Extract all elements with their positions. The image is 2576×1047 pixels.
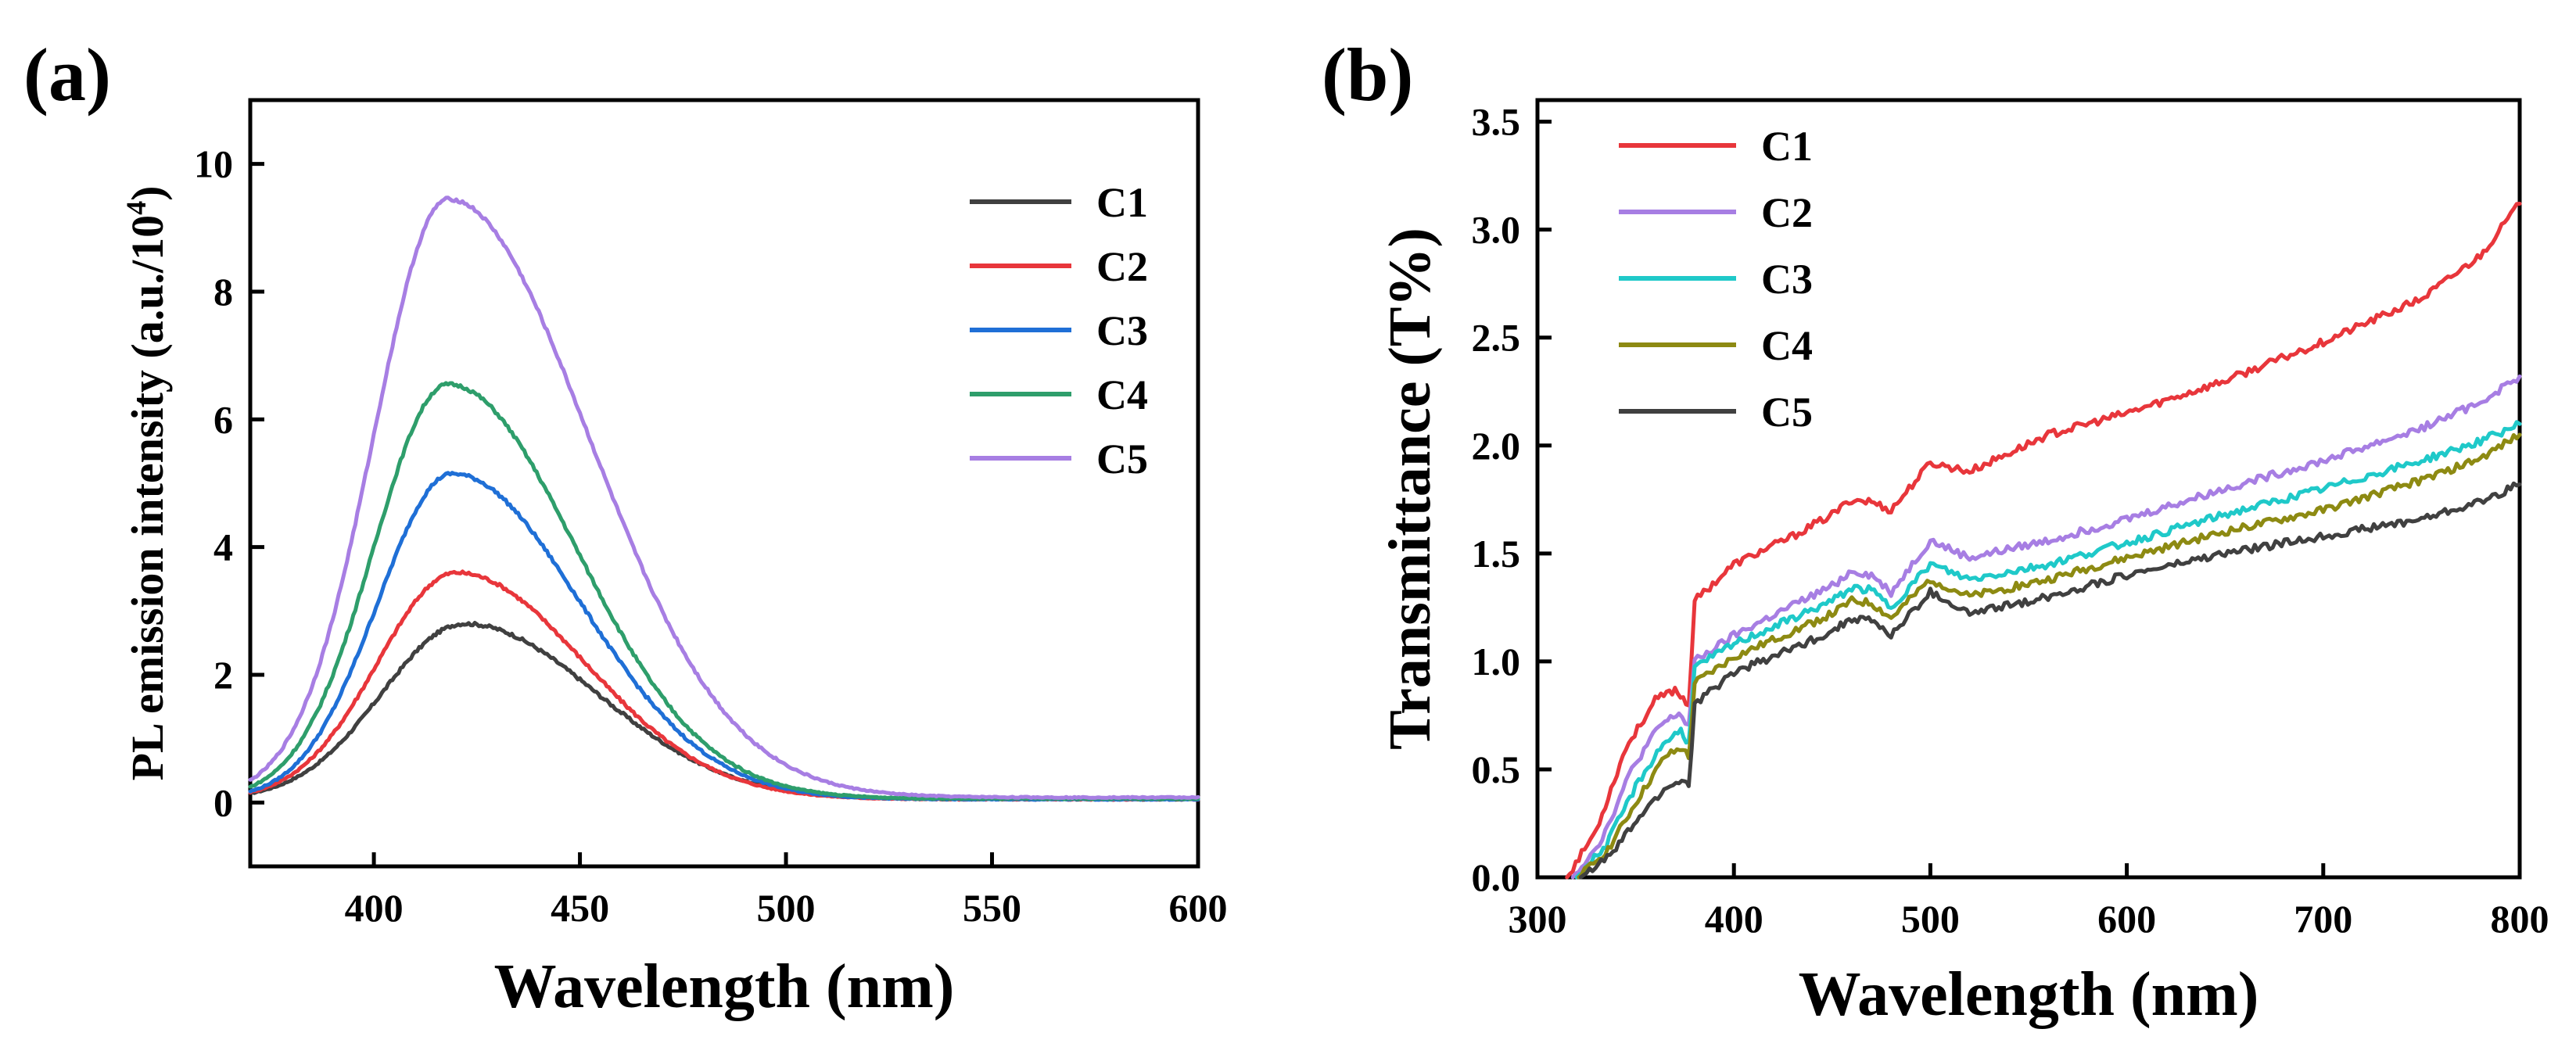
legend-label-c4: C4 — [1096, 371, 1148, 418]
x-tick-label: 400 — [1705, 897, 1763, 941]
y-tick-label: 2 — [213, 653, 233, 697]
legend-label-c2: C2 — [1096, 243, 1148, 290]
panel-a-y-ticks: 0 2 4 6 8 10 — [194, 142, 264, 824]
x-tick-label: 600 — [1169, 886, 1228, 930]
panel-b-legend: C1 C2 C3 C4 C5 — [1619, 123, 1813, 436]
series-line-c3 — [1574, 420, 2522, 880]
legend-label-c5: C5 — [1761, 389, 1813, 436]
series-line-c1 — [1565, 202, 2522, 880]
panel-a-y-axis-title-main: PL emission intensity (a.u./10 — [122, 215, 173, 780]
series-line-c4 — [248, 381, 1200, 801]
y-tick-label: 8 — [213, 270, 233, 314]
x-tick-label: 450 — [551, 886, 609, 930]
panel-a-x-axis-title: Wavelength (nm) — [494, 952, 955, 1021]
series-line-c5 — [1578, 481, 2522, 880]
y-tick-label: 3.0 — [1472, 208, 1521, 252]
legend-label-c2: C2 — [1761, 189, 1813, 236]
panel-a-y-axis-title-superscript: 4 — [120, 201, 152, 215]
panel-b-y-ticks: 0.0 0.5 1.0 1.5 2.0 2.5 3.0 3.5 — [1472, 100, 1552, 899]
y-tick-label: 2.0 — [1472, 424, 1521, 468]
legend-label-c1: C1 — [1761, 123, 1813, 170]
panel-a-plot-frame — [248, 98, 1200, 869]
panel-a-y-axis-title-suffix: ) — [122, 186, 173, 201]
panel-a-label: (a) — [23, 33, 111, 117]
panel-a-series-lines — [248, 195, 1200, 802]
panel-a-y-axis-title: PL emission intensity (a.u./104) — [120, 186, 173, 781]
panel-a-legend: C1 C2 C3 C4 C5 — [970, 179, 1148, 482]
y-tick-label: 6 — [213, 397, 233, 441]
panel-b-transmittance-chart: (b) 300 400 500 600 700 800 0.0 0.5 1.0 1.5 2.0 2.… — [1322, 33, 2549, 1029]
legend-label-c3: C3 — [1761, 256, 1813, 303]
series-line-c2 — [1570, 374, 2522, 880]
y-tick-label: 4 — [213, 525, 233, 569]
panel-b-x-ticks: 300 400 500 600 700 800 — [1509, 863, 2549, 941]
x-tick-label: 500 — [1901, 897, 1960, 941]
panel-b-x-axis-title: Wavelength (nm) — [1799, 960, 2259, 1029]
y-tick-label: 1.0 — [1472, 640, 1521, 683]
x-tick-label: 300 — [1509, 897, 1567, 941]
y-tick-label: 3.5 — [1472, 100, 1521, 144]
y-tick-label: 0.0 — [1472, 855, 1521, 899]
panel-b-label: (b) — [1322, 33, 1413, 117]
y-tick-label: 1.5 — [1472, 532, 1521, 575]
series-line-c5 — [248, 195, 1200, 800]
y-tick-label: 0 — [213, 780, 233, 824]
panel-b-plot-frame — [1535, 98, 2522, 880]
x-tick-label: 400 — [345, 886, 404, 930]
legend-label-c3: C3 — [1096, 307, 1148, 354]
x-tick-label: 500 — [757, 886, 816, 930]
x-tick-label: 600 — [2097, 897, 2156, 941]
x-tick-label: 550 — [963, 886, 1021, 930]
y-tick-label: 10 — [194, 142, 233, 186]
series-line-c4 — [1577, 432, 2522, 880]
panel-a-x-ticks: 400 450 500 550 600 — [345, 852, 1228, 930]
y-tick-label: 2.5 — [1472, 316, 1521, 360]
y-tick-label: 0.5 — [1472, 748, 1521, 791]
panel-a-pl-emission-chart: (a) 400 450 500 550 600 0 2 4 6 8 10 Wavelength (… — [23, 33, 1228, 1021]
panel-b-series-lines — [1565, 202, 2522, 880]
legend-label-c1: C1 — [1096, 179, 1148, 226]
x-tick-label: 800 — [2491, 897, 2549, 941]
legend-label-c4: C4 — [1761, 322, 1813, 369]
legend-label-c5: C5 — [1096, 436, 1148, 482]
x-tick-label: 700 — [2294, 897, 2352, 941]
panel-b-y-axis-title: Transmittance (T%) — [1377, 228, 1443, 750]
